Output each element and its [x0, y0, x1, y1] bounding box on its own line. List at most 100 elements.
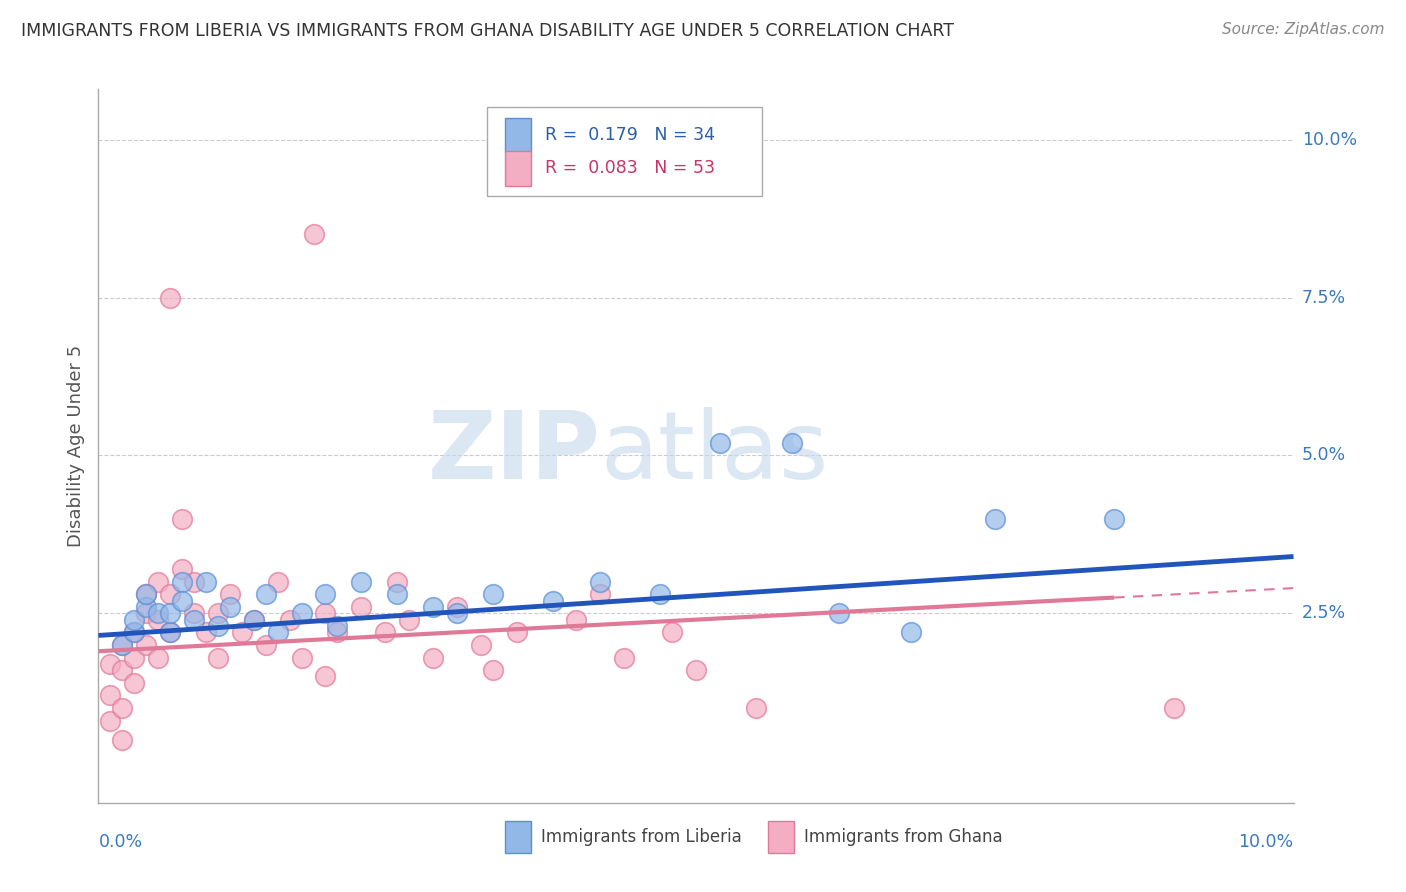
Point [374, 625, 396, 640]
Point [398, 613, 420, 627]
Point [291, 650, 314, 665]
Text: IMMIGRANTS FROM LIBERIA VS IMMIGRANTS FROM GHANA DISABILITY AGE UNDER 5 CORRELAT: IMMIGRANTS FROM LIBERIA VS IMMIGRANTS FR… [21, 22, 955, 40]
Point [183, 613, 205, 627]
Point [780, 435, 803, 450]
Point [900, 625, 922, 640]
Point [111, 701, 134, 715]
Point [135, 638, 157, 652]
Text: ZIP: ZIP [427, 407, 600, 500]
Point [124, 675, 146, 690]
FancyBboxPatch shape [768, 821, 794, 853]
Point [148, 574, 170, 589]
Point [385, 574, 409, 589]
Point [195, 574, 218, 589]
Point [183, 607, 205, 621]
Point [326, 625, 349, 640]
Point [613, 650, 636, 665]
Text: Immigrants from Ghana: Immigrants from Ghana [804, 828, 1002, 846]
Point [589, 574, 612, 589]
Point [135, 587, 157, 601]
Point [661, 625, 683, 640]
Point [650, 587, 672, 601]
Text: Source: ZipAtlas.com: Source: ZipAtlas.com [1222, 22, 1385, 37]
Point [172, 511, 194, 525]
Point [1104, 511, 1126, 525]
Text: Immigrants from Liberia: Immigrants from Liberia [541, 828, 741, 846]
Point [482, 587, 505, 601]
Text: 7.5%: 7.5% [1302, 289, 1346, 307]
Point [422, 600, 444, 615]
Point [148, 613, 170, 627]
Point [172, 593, 194, 607]
Point [124, 625, 146, 640]
Point [315, 587, 337, 601]
Point [159, 291, 181, 305]
Text: 0.0%: 0.0% [98, 833, 142, 851]
Point [159, 587, 181, 601]
Point [446, 607, 468, 621]
Point [291, 607, 314, 621]
Point [506, 625, 529, 640]
Point [243, 613, 266, 627]
Point [315, 607, 337, 621]
Point [148, 650, 170, 665]
Text: 2.5%: 2.5% [1302, 605, 1346, 623]
Point [254, 587, 277, 601]
Point [422, 650, 444, 665]
Point [1163, 701, 1185, 715]
Point [172, 562, 194, 576]
Point [135, 607, 157, 621]
Point [111, 638, 134, 652]
Point [302, 227, 325, 242]
Y-axis label: Disability Age Under 5: Disability Age Under 5 [66, 345, 84, 547]
Text: atlas: atlas [600, 407, 828, 500]
Point [98, 657, 122, 671]
FancyBboxPatch shape [505, 152, 531, 186]
Point [98, 714, 122, 728]
Point [745, 701, 768, 715]
Point [589, 587, 612, 601]
Point [159, 625, 181, 640]
Point [124, 625, 146, 640]
Point [124, 613, 146, 627]
Point [111, 638, 134, 652]
Point [267, 574, 290, 589]
Point [159, 625, 181, 640]
Point [148, 607, 170, 621]
Point [278, 613, 301, 627]
Point [828, 607, 851, 621]
Point [111, 663, 134, 677]
Point [219, 587, 242, 601]
Point [385, 587, 409, 601]
Point [565, 613, 588, 627]
Point [207, 619, 229, 633]
Point [326, 619, 349, 633]
Text: 10.0%: 10.0% [1302, 131, 1357, 149]
Point [207, 607, 229, 621]
Text: 10.0%: 10.0% [1239, 833, 1294, 851]
Point [446, 600, 468, 615]
FancyBboxPatch shape [505, 118, 531, 152]
Point [195, 625, 218, 640]
Point [183, 574, 205, 589]
Point [470, 638, 492, 652]
FancyBboxPatch shape [486, 107, 762, 196]
Point [243, 613, 266, 627]
Point [207, 650, 229, 665]
FancyBboxPatch shape [505, 821, 531, 853]
Point [541, 593, 564, 607]
Point [350, 600, 373, 615]
Point [135, 600, 157, 615]
Point [231, 625, 253, 640]
Point [350, 574, 373, 589]
Point [254, 638, 277, 652]
Point [482, 663, 505, 677]
Text: R =  0.179   N = 34: R = 0.179 N = 34 [546, 126, 716, 144]
Point [172, 574, 194, 589]
Text: R =  0.083   N = 53: R = 0.083 N = 53 [546, 160, 716, 178]
Point [159, 607, 181, 621]
Point [135, 587, 157, 601]
Point [219, 600, 242, 615]
Point [267, 625, 290, 640]
Point [124, 650, 146, 665]
